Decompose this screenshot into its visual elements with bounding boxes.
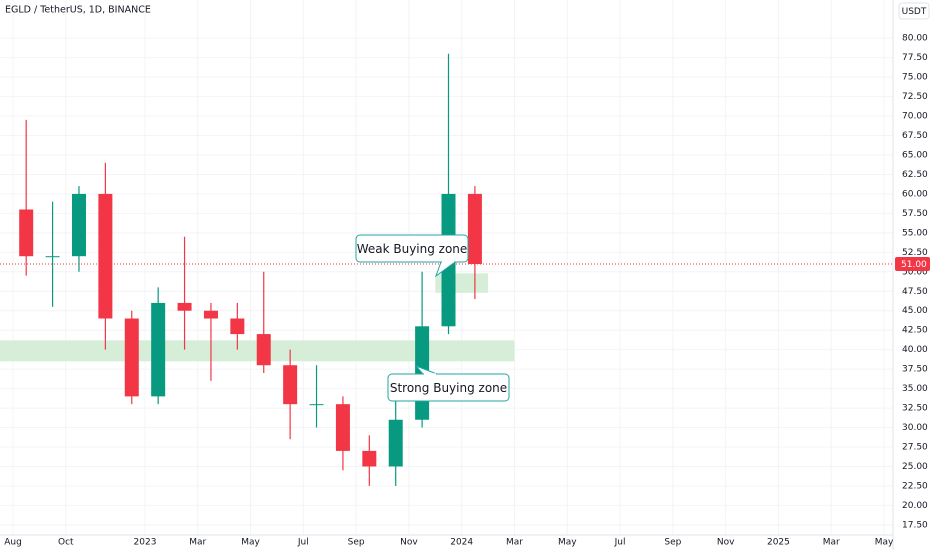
y-tick-label: 62.50 (902, 170, 928, 180)
x-tick-label: May (875, 538, 894, 548)
candle-body (98, 193, 113, 319)
y-tick-label: 30.00 (902, 423, 928, 433)
annotations: Weak Buying zone Strong Buying zone (355, 234, 510, 402)
y-tick-label: 77.50 (902, 53, 928, 63)
x-tick-label: May (241, 538, 260, 548)
last-price-label: 51.00 (901, 260, 927, 270)
x-tick-label: May (558, 538, 577, 548)
y-tick-label: 65.00 (902, 150, 928, 160)
y-tick-label: 32.50 (902, 404, 928, 414)
candle-body (71, 193, 86, 257)
axes: 17.50 20.00 22.50 25.00 27.50 30.00 32.50 35.00… (4, 34, 930, 548)
candles (0, 53, 893, 486)
x-tick-label: 2025 (767, 538, 790, 548)
y-tick-label: 67.50 (902, 131, 928, 141)
candle-body (256, 334, 271, 366)
y-tick-label: 25.00 (902, 462, 928, 472)
y-tick-label: 50.00 (902, 267, 928, 277)
x-tick-label: Jul (297, 538, 309, 548)
x-tick-label: Mar (506, 538, 523, 548)
y-tick-label: 20.00 (902, 501, 928, 511)
y-tick-label: 42.50 (902, 326, 928, 336)
y-tick-label: 55.00 (902, 228, 928, 238)
x-tick-label: Sep (348, 538, 365, 548)
x-tick-label: Nov (400, 538, 418, 548)
candle-body (467, 193, 482, 264)
y-tick-label: 52.50 (902, 248, 928, 258)
y-tick-label: 37.50 (902, 365, 928, 375)
y-tick-label: 45.00 (902, 306, 928, 316)
y-tick-label: 72.50 (902, 92, 928, 102)
currency-label[interactable]: USDT (902, 7, 927, 17)
y-tick-label: 22.50 (902, 481, 928, 491)
x-tick-label: Mar (189, 538, 206, 548)
y-tick-label: 40.00 (902, 345, 928, 355)
x-tick-label: Aug (4, 538, 22, 548)
x-tick-label: Sep (664, 538, 681, 548)
candle-body (124, 318, 139, 397)
y-tick-label: 60.00 (902, 189, 928, 199)
candle-body (283, 365, 298, 405)
annotation-text: Strong Buying zone (390, 381, 507, 395)
y-tick-label: 27.50 (902, 443, 928, 453)
y-tick-label: 35.00 (902, 384, 928, 394)
x-tick-label: Oct (58, 538, 74, 548)
y-tick-label: 70.00 (902, 112, 928, 122)
candle-body (19, 209, 34, 257)
annotation-text: Weak Buying zone (357, 242, 468, 256)
x-tick-label: Mar (823, 538, 840, 548)
x-tick-label: 2023 (134, 538, 157, 548)
y-tick-label: 75.00 (902, 73, 928, 83)
y-tick-label: 80.00 (902, 34, 928, 44)
callout-box (387, 373, 510, 402)
candle-body (335, 404, 350, 451)
x-tick-label: Nov (717, 538, 735, 548)
x-tick-label: 2024 (450, 538, 473, 548)
candle-body (230, 318, 245, 335)
last-price-tag (895, 256, 930, 271)
candle-body (388, 419, 403, 467)
x-tick-label: Jul (614, 538, 626, 548)
candle-body (309, 404, 324, 406)
y-tick-label: 17.50 (902, 520, 928, 530)
currency-button[interactable] (898, 2, 930, 20)
callout-box (355, 234, 469, 263)
candle-body (45, 256, 60, 258)
candle-body (151, 302, 166, 397)
y-tick-label: 47.50 (902, 287, 928, 297)
chart-title: EGLD / TetherUS, 1D, BINANCE (5, 5, 151, 16)
candle-body (362, 450, 377, 467)
candle-body (177, 302, 192, 311)
y-tick-label: 57.50 (902, 209, 928, 219)
candle-body (203, 310, 218, 319)
